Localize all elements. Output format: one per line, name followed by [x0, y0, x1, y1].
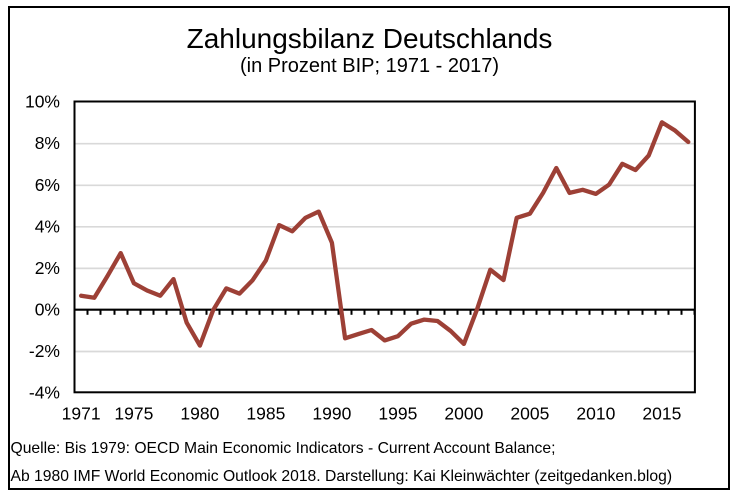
svg-text:2%: 2% [35, 258, 60, 278]
svg-text:2000: 2000 [444, 404, 483, 424]
svg-text:1990: 1990 [312, 404, 351, 424]
svg-text:1985: 1985 [246, 404, 285, 424]
svg-text:1980: 1980 [180, 404, 219, 424]
svg-text:8%: 8% [35, 133, 60, 153]
svg-text:2015: 2015 [642, 404, 681, 424]
svg-text:6%: 6% [35, 175, 60, 195]
svg-text:2010: 2010 [576, 404, 615, 424]
svg-text:1975: 1975 [114, 404, 153, 424]
svg-text:-2%: -2% [29, 341, 60, 361]
svg-text:1971: 1971 [62, 404, 101, 424]
svg-text:2005: 2005 [510, 404, 549, 424]
svg-text:0%: 0% [35, 299, 60, 319]
svg-text:-4%: -4% [29, 383, 60, 403]
svg-text:10%: 10% [25, 92, 60, 112]
svg-text:4%: 4% [35, 216, 60, 236]
svg-text:1995: 1995 [378, 404, 417, 424]
